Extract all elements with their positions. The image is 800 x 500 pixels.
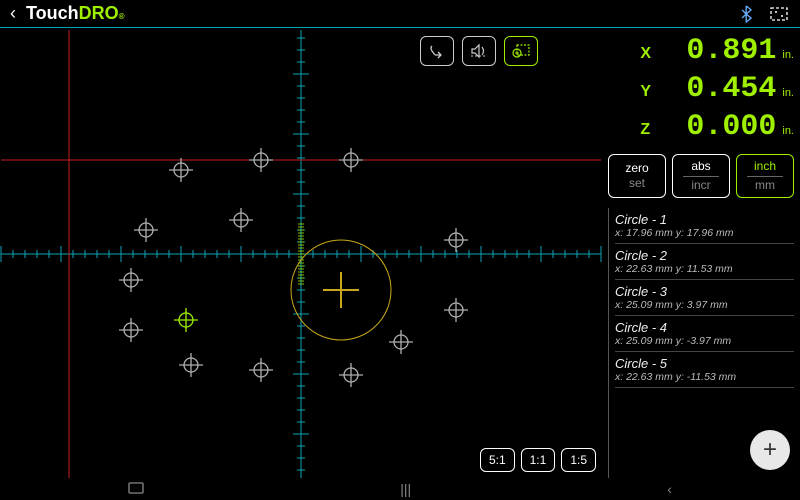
canvas-svg — [0, 30, 602, 478]
nav-recent-icon[interactable] — [128, 481, 144, 497]
app-logo: TouchDRO® — [26, 3, 125, 24]
unit-button[interactable]: inch mm — [736, 154, 794, 198]
nav-back-icon[interactable]: ‹ — [667, 481, 672, 497]
bluetooth-icon[interactable] — [736, 3, 758, 25]
tool-sound-icon[interactable] — [462, 36, 496, 66]
fullscreen-icon[interactable] — [768, 3, 790, 25]
zoom-5-1[interactable]: 5:1 — [480, 448, 515, 472]
list-item[interactable]: Circle - 1 x: 17.96 mm y: 17.96 mm — [615, 208, 794, 244]
zoom-1-5[interactable]: 1:5 — [561, 448, 596, 472]
tool-snap-icon[interactable] — [420, 36, 454, 66]
list-item[interactable]: Circle - 3 x: 25.09 mm y: 3.97 mm — [615, 280, 794, 316]
readout-z[interactable]: Z 0.000 in. — [608, 110, 794, 148]
tool-layer-icon[interactable] — [504, 36, 538, 66]
list-item[interactable]: Circle - 2 x: 22.63 mm y: 11.53 mm — [615, 244, 794, 280]
zero-set-button[interactable]: zero set — [608, 154, 666, 198]
readout-y[interactable]: Y 0.454 in. — [608, 72, 794, 110]
logo-part2: DRO — [79, 3, 119, 24]
logo-part1: Touch — [26, 3, 79, 24]
side-panel: X 0.891 in.Y 0.454 in.Z 0.000 in. zero s… — [602, 30, 800, 478]
abs-incr-button[interactable]: abs incr — [672, 154, 730, 198]
readout-x[interactable]: X 0.891 in. — [608, 34, 794, 72]
add-fab-button[interactable]: + — [750, 430, 790, 470]
nav-home-icon[interactable]: ||| — [400, 481, 411, 497]
zoom-1-1[interactable]: 1:1 — [521, 448, 556, 472]
list-item[interactable]: Circle - 4 x: 25.09 mm y: -3.97 mm — [615, 316, 794, 352]
back-button[interactable]: ‹ — [10, 3, 16, 24]
list-item[interactable]: Circle - 5 x: 22.63 mm y: -11.53 mm — [615, 352, 794, 388]
android-nav-bar: ||| ‹ — [0, 478, 800, 500]
drawing-canvas[interactable]: Lubricator Mount 5:11:11:5 — [0, 30, 602, 478]
